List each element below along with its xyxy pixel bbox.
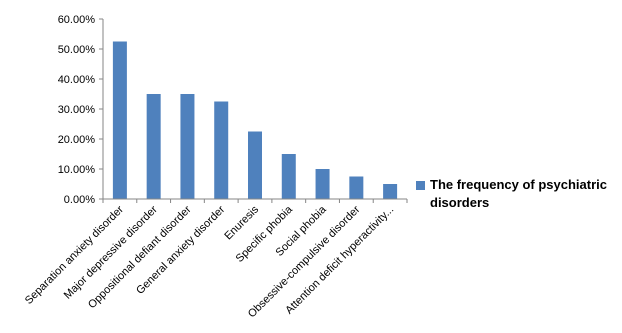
bar: [281, 154, 296, 199]
bar: [248, 131, 262, 199]
legend-swatch: [416, 181, 425, 190]
y-tick-label: 50.00%: [58, 44, 96, 56]
bar: [349, 176, 364, 199]
bars: [112, 41, 398, 199]
bar: [180, 94, 195, 199]
legend-label: The frequency of psychiatric disorders: [430, 177, 607, 210]
bar: [383, 184, 398, 199]
y-tick-label: 30.00%: [58, 104, 96, 116]
y-axis: 0.00% 10.00% 20.00% 30.00% 40.00% 50.00% 60.00…: [58, 14, 104, 206]
y-tick-label: 60.00%: [58, 14, 96, 26]
legend: The frequency of psychiatric disorders: [416, 176, 622, 212]
bar: [112, 41, 127, 199]
y-tick-label: 0.00%: [64, 194, 95, 206]
bar: [146, 94, 161, 199]
bar: [315, 169, 330, 199]
bar: [214, 101, 229, 199]
y-tick-label: 10.00%: [58, 164, 96, 176]
y-tick-label: 20.00%: [58, 134, 96, 146]
y-tick-label: 40.00%: [58, 74, 96, 86]
